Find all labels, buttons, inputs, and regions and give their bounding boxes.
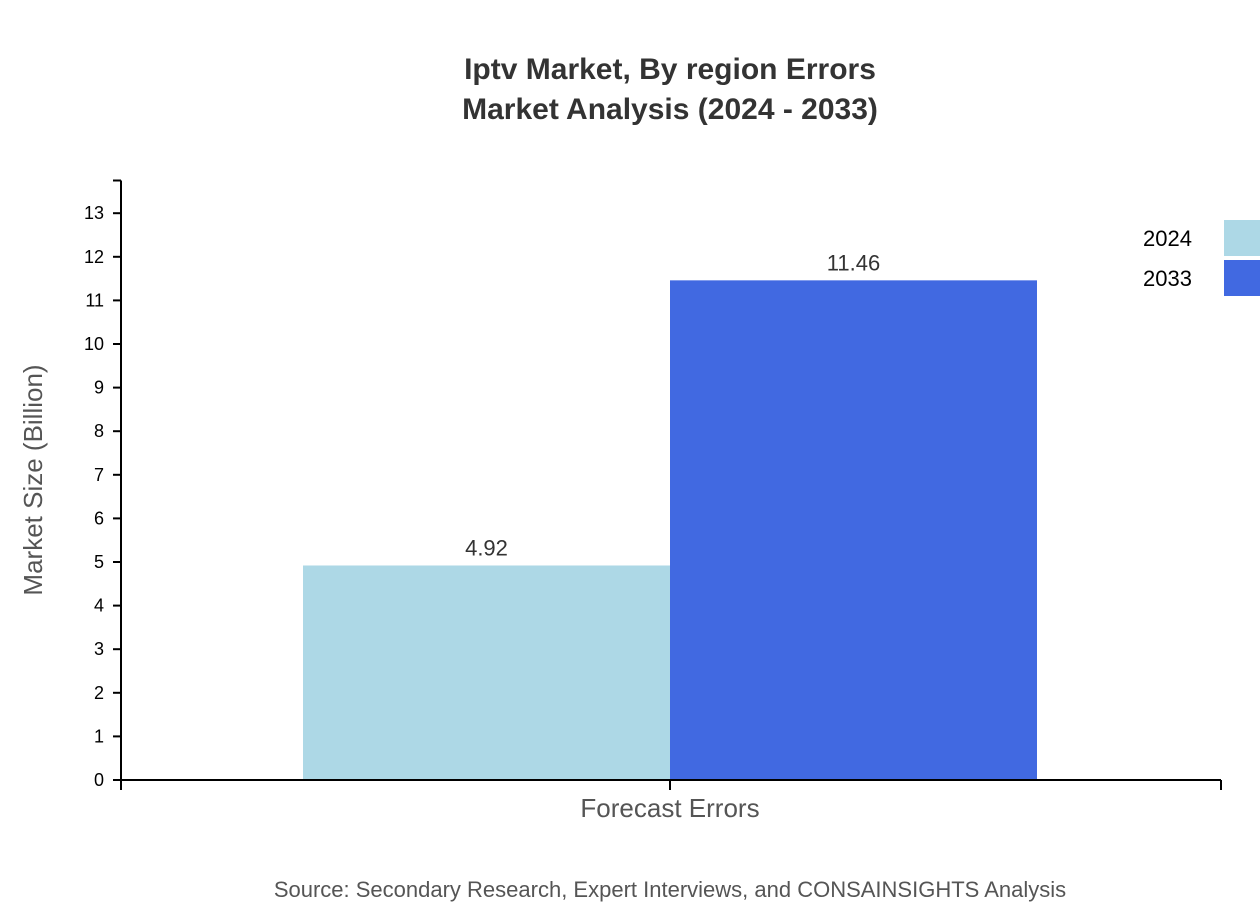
chart-title: Iptv Market, By region Errors Market Ana…	[0, 50, 1260, 130]
y-tick-label: 7	[94, 465, 104, 485]
bar-value-label: 11.46	[827, 250, 880, 275]
y-tick-label: 2	[94, 683, 104, 703]
y-tick-label: 3	[94, 639, 104, 659]
y-tick-label: 4	[94, 596, 104, 616]
legend-swatch-2024	[1224, 220, 1260, 256]
y-axis-label: Market Size (Billion)	[18, 364, 48, 595]
chart-title-line2: Market Analysis (2024 - 2033)	[462, 93, 878, 126]
y-tick-label: 13	[84, 203, 104, 223]
y-tick-label: 5	[94, 552, 104, 572]
y-tick-label: 6	[94, 508, 104, 528]
bar-value-label: 4.92	[465, 535, 508, 560]
legend-label-2024: 2024	[1143, 226, 1192, 251]
legend: 2024 2033	[1143, 220, 1260, 296]
x-axis	[120, 779, 1222, 790]
y-tick-label: 11	[85, 290, 104, 310]
legend-label-2033: 2033	[1143, 266, 1192, 291]
x-axis-label: Forecast Errors	[580, 793, 759, 823]
y-tick-label: 10	[84, 334, 104, 354]
bar-2024[interactable]	[303, 565, 670, 780]
legend-swatch-2033	[1224, 260, 1260, 296]
y-tick-label: 1	[94, 726, 104, 746]
source-note: Source: Secondary Research, Expert Inter…	[273, 877, 1067, 902]
y-tick-label: 12	[84, 247, 104, 267]
chart-title-line1: Iptv Market, By region Errors	[464, 53, 876, 86]
y-tick-label: 9	[94, 378, 104, 398]
y-tick-label: 0	[94, 770, 104, 790]
y-tick-label: 8	[94, 421, 104, 441]
bar-2033[interactable]	[670, 280, 1037, 780]
bars: 4.92 11.46	[303, 250, 1037, 780]
